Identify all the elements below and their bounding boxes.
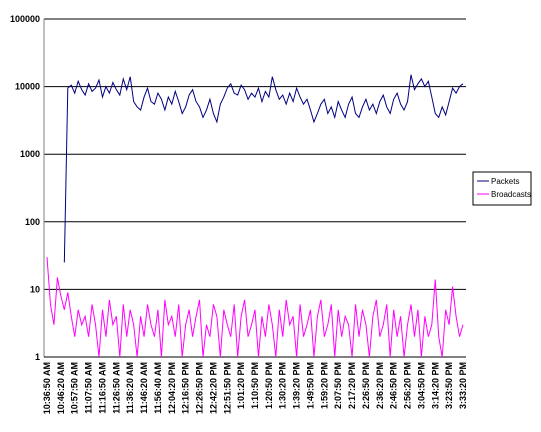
- x-tick-label: 11:26:50 AM: [111, 362, 121, 414]
- legend-box: [472, 171, 532, 206]
- x-tick-label: 1:20:50 PM: [264, 362, 274, 409]
- y-tick-label: 100000: [10, 14, 40, 24]
- x-tick-label: 3:33:20 PM: [458, 362, 468, 409]
- x-tick-label: 1:49:50 PM: [305, 362, 315, 409]
- legend-label: Packets: [491, 177, 519, 186]
- x-tick-label: 3:23:50 PM: [444, 362, 454, 409]
- x-tick-label: 11:07:50 AM: [84, 362, 94, 414]
- x-tick-label: 3:14:20 PM: [430, 362, 440, 409]
- x-tick-label: 1:01:20 PM: [236, 362, 246, 409]
- x-tick-label: 12:42:20 PM: [208, 362, 218, 414]
- x-tick-label: 12:16:50 PM: [181, 362, 191, 414]
- x-tick-label: 10:36:50 AM: [42, 362, 52, 414]
- x-tick-label: 10:46:20 AM: [56, 362, 66, 414]
- y-tick-label: 1000: [20, 149, 40, 159]
- x-tick-label: 1:10:50 PM: [250, 362, 260, 409]
- x-tick-label: 2:26:50 PM: [361, 362, 371, 409]
- x-tick-label: 12:04:20 PM: [167, 362, 177, 414]
- series-line: [46, 257, 464, 358]
- x-tick-label: 3:04:50 PM: [416, 362, 426, 409]
- x-tick-label: 1:59:20 PM: [319, 362, 329, 409]
- series-line: [63, 74, 464, 263]
- x-tick-label: 1:30:20 PM: [278, 362, 288, 409]
- x-tick-label: 12:51:50 PM: [222, 362, 232, 414]
- y-tick-label: 100: [25, 217, 40, 227]
- x-tick-label: 2:46:50 PM: [389, 362, 399, 409]
- x-tick-label: 1:39:20 PM: [292, 362, 302, 409]
- x-tick-label: 11:56:40 AM: [153, 362, 163, 414]
- y-tick-label: 1: [35, 352, 40, 362]
- x-tick-label: 2:56:20 PM: [403, 362, 413, 409]
- x-tick-label: 10:57:50 AM: [70, 362, 80, 414]
- x-tick-label: 2:07:50 PM: [333, 362, 343, 409]
- x-tick-label: 12:26:50 PM: [195, 362, 205, 414]
- x-tick-label: 11:46:20 AM: [139, 362, 149, 414]
- y-tick-label: 10: [30, 284, 40, 294]
- legend-label: Broadcasts: [491, 190, 531, 199]
- x-tick-label: 2:36:20 PM: [375, 362, 385, 409]
- y-tick-label: 10000: [15, 82, 40, 92]
- x-tick-label: 11:16:50 AM: [97, 362, 107, 414]
- x-tick-label: 11:36:20 AM: [125, 362, 135, 414]
- x-tick-label: 2:17:20 PM: [347, 362, 357, 409]
